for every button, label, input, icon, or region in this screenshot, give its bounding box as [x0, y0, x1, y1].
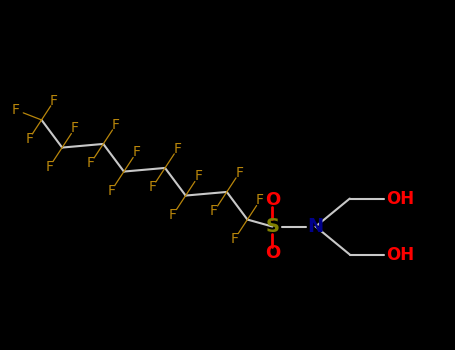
Text: F: F [231, 232, 239, 246]
Text: O: O [265, 244, 280, 262]
Text: O: O [265, 191, 280, 209]
Text: F: F [25, 132, 33, 146]
Text: F: F [174, 141, 182, 155]
Text: F: F [256, 193, 264, 207]
Text: F: F [169, 208, 177, 222]
Text: F: F [50, 94, 58, 108]
Text: F: F [132, 145, 141, 159]
Text: F: F [12, 103, 20, 117]
Text: OH: OH [386, 190, 415, 208]
Text: F: F [86, 156, 95, 170]
Text: F: F [71, 121, 79, 135]
Text: F: F [107, 184, 115, 198]
Text: OH: OH [386, 246, 415, 264]
Text: F: F [236, 166, 243, 180]
Text: F: F [112, 118, 120, 132]
Text: S: S [265, 217, 279, 236]
Text: F: F [210, 204, 218, 218]
Text: N: N [308, 217, 324, 236]
Text: F: F [194, 169, 202, 183]
Text: F: F [148, 180, 157, 194]
Text: F: F [46, 160, 53, 174]
